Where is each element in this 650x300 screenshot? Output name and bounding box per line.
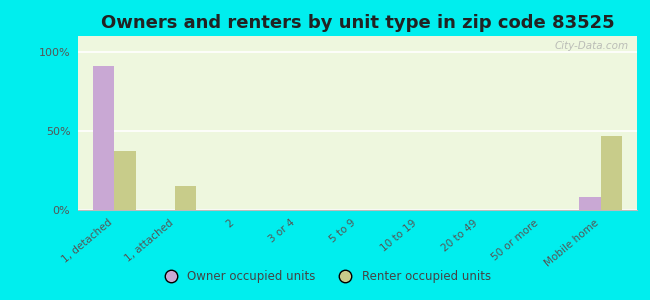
Bar xyxy=(579,197,601,210)
Bar xyxy=(601,136,622,210)
Bar xyxy=(176,186,196,210)
Legend: Owner occupied units, Renter occupied units: Owner occupied units, Renter occupied un… xyxy=(154,266,496,288)
Bar xyxy=(93,66,114,210)
Bar xyxy=(114,152,136,210)
Text: City-Data.com: City-Data.com xyxy=(554,41,629,51)
Title: Owners and renters by unit type in zip code 83525: Owners and renters by unit type in zip c… xyxy=(101,14,614,32)
